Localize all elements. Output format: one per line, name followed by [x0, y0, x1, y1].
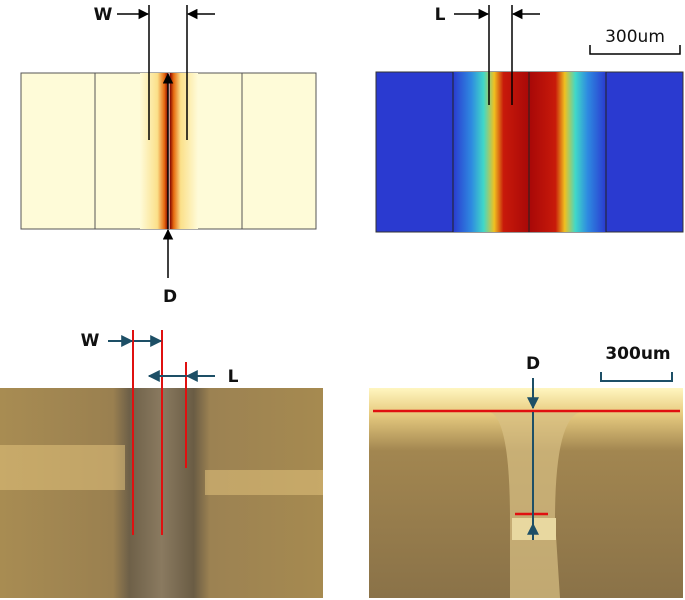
glare: [205, 470, 323, 495]
label-w: W: [81, 331, 100, 351]
label-l: L: [435, 5, 446, 25]
panel-simulation-field: L 300um: [375, 5, 684, 233]
panel-simulation-temp: W D: [20, 5, 317, 307]
label-l: L: [228, 367, 239, 387]
scale-label: 300um: [605, 344, 670, 364]
groove: [490, 412, 580, 598]
scale-bar: [600, 372, 673, 382]
label-w: W: [94, 5, 113, 25]
label-d: D: [526, 354, 540, 374]
panel-photo-section: D 300um: [369, 344, 683, 598]
glare: [0, 445, 125, 490]
scale-bar: [589, 45, 681, 55]
scale-label: 300um: [605, 27, 665, 47]
panel-photo-top: W L: [0, 330, 323, 598]
label-d: D: [163, 287, 177, 307]
